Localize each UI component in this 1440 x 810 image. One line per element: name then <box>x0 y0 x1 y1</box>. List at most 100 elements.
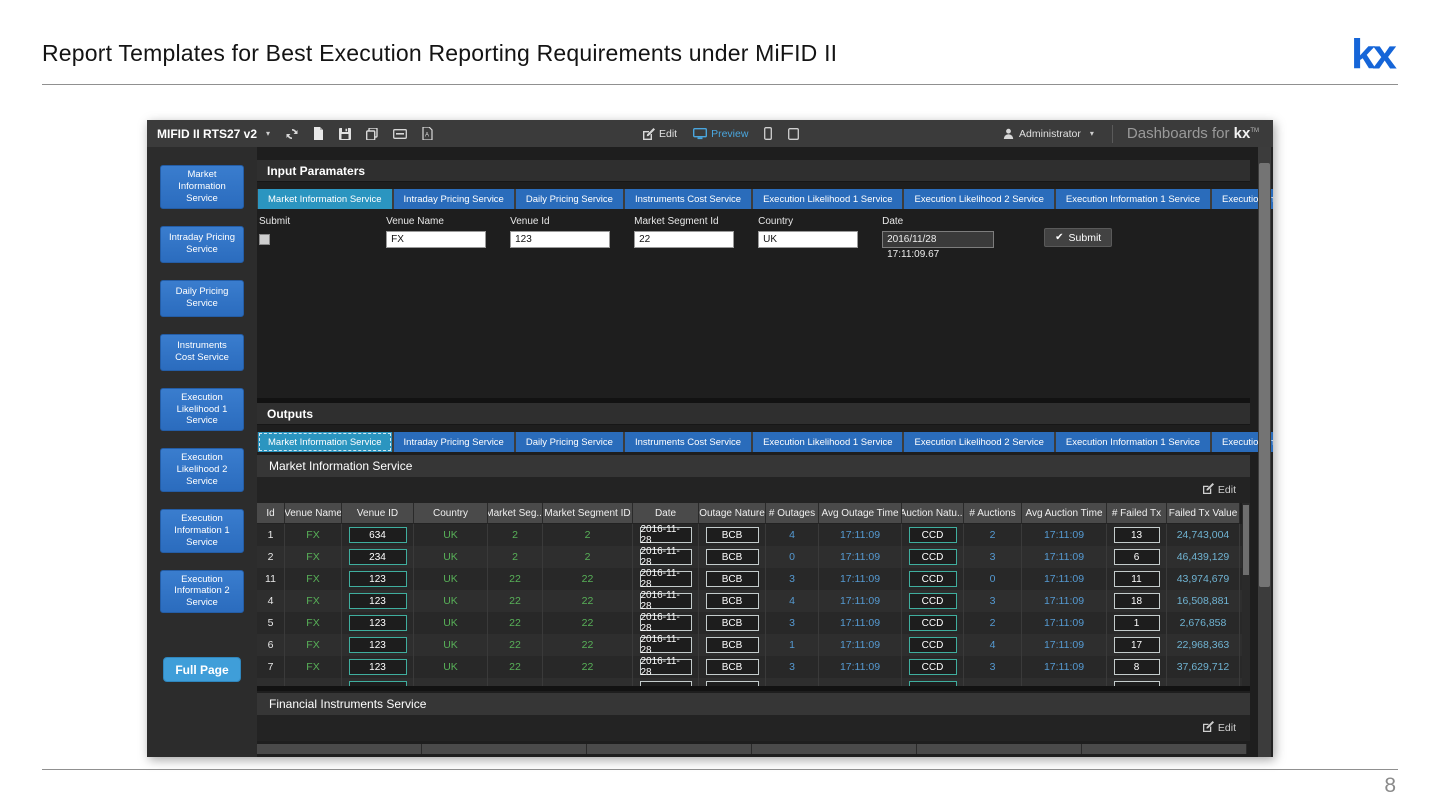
column-header--outages[interactable]: # Outages <box>766 503 819 524</box>
tab-market-information-service[interactable]: Market Information Service <box>258 432 392 452</box>
table-cell[interactable]: BCB <box>699 590 766 612</box>
cell-input[interactable]: 2016-11-28 <box>640 659 692 675</box>
sidebar-item-instruments-cost-service[interactable]: Instruments Cost Service <box>160 334 244 371</box>
sidebar-item-execution-likelihood-1-service[interactable]: Execution Likelihood 1 Service <box>160 388 244 432</box>
edit-mode-button[interactable]: Edit <box>643 128 677 140</box>
table-cell[interactable]: BCB <box>699 546 766 568</box>
table-cell[interactable]: 2016-11-28 <box>633 568 699 590</box>
table-cell[interactable] <box>699 678 766 686</box>
edit-financial-link[interactable]: Edit <box>1203 721 1236 735</box>
cell-input[interactable]: 1 <box>1114 615 1160 631</box>
table-cell[interactable]: BCB <box>699 612 766 634</box>
refresh-icon[interactable] <box>286 128 298 140</box>
tab-intraday-pricing-service[interactable]: Intraday Pricing Service <box>394 432 514 452</box>
cell-input[interactable]: 2016-11-28 <box>640 637 692 653</box>
table-cell[interactable]: BCB <box>699 524 766 546</box>
table-cell[interactable]: 11 <box>1107 568 1167 590</box>
full-page-button[interactable]: Full Page <box>163 657 241 682</box>
column-header-avg-auction-time[interactable]: Avg Auction Time <box>1022 503 1107 524</box>
venue-name-field[interactable] <box>386 231 486 248</box>
column-header-avg-outage-time[interactable]: Avg Outage Time <box>819 503 902 524</box>
column-header-venue-id[interactable]: Venue ID <box>342 503 414 524</box>
table-cell[interactable]: CCD <box>902 568 964 590</box>
cell-input[interactable]: 2016-11-28 <box>640 571 692 587</box>
tab-execution-likelihood-1-service[interactable]: Execution Likelihood 1 Service <box>753 189 902 209</box>
tab-execution-likelihood-1-service[interactable]: Execution Likelihood 1 Service <box>753 432 902 452</box>
sidebar-item-execution-likelihood-2-service[interactable]: Execution Likelihood 2 Service <box>160 448 244 492</box>
column-header-market-seg-[interactable]: Market Seg... <box>488 503 543 524</box>
cell-input[interactable]: 123 <box>349 593 407 609</box>
table-cell[interactable]: 18 <box>1107 590 1167 612</box>
edit-table-link[interactable]: Edit <box>1203 483 1236 497</box>
table-cell[interactable]: 123 <box>342 656 414 678</box>
table-cell[interactable]: CCD <box>902 634 964 656</box>
cell-input[interactable]: 8 <box>1114 659 1160 675</box>
sidebar-item-execution-information-2-service[interactable]: Execution Information 2 Service <box>160 570 244 614</box>
table-cell[interactable]: 123 <box>342 612 414 634</box>
user-menu[interactable]: Administrator ▾ <box>1003 128 1098 140</box>
sidebar-item-daily-pricing-service[interactable]: Daily Pricing Service <box>160 280 244 317</box>
table-cell[interactable]: CCD <box>902 546 964 568</box>
cell-input[interactable]: CCD <box>909 593 957 609</box>
tab-instruments-cost-service[interactable]: Instruments Cost Service <box>625 432 751 452</box>
dashboard-scrollbar-thumb[interactable] <box>1259 163 1270 587</box>
table-cell[interactable]: CCD <box>902 524 964 546</box>
tab-execution-likelihood-2-service[interactable]: Execution Likelihood 2 Service <box>904 432 1053 452</box>
venue-id-field[interactable] <box>510 231 610 248</box>
preview-mode-button[interactable]: Preview <box>693 128 748 140</box>
table-cell[interactable] <box>902 678 964 686</box>
cell-input[interactable]: 123 <box>349 659 407 675</box>
sidebar-item-intraday-pricing-service[interactable]: Intraday Pricing Service <box>160 226 244 263</box>
cell-input[interactable]: 123 <box>349 637 407 653</box>
table-cell[interactable]: 1 <box>1107 612 1167 634</box>
column-header-failed-tx-value[interactable]: Failed Tx Value <box>1167 503 1240 524</box>
cell-input[interactable]: CCD <box>909 527 957 543</box>
cell-input[interactable]: CCD <box>909 659 957 675</box>
cell-input[interactable]: 11 <box>1114 571 1160 587</box>
table-cell[interactable]: 123 <box>342 568 414 590</box>
cell-input[interactable]: BCB <box>706 659 759 675</box>
table-cell[interactable]: 234 <box>342 546 414 568</box>
tab-daily-pricing-service[interactable]: Daily Pricing Service <box>516 189 623 209</box>
column-header--auctions[interactable]: # Auctions <box>964 503 1022 524</box>
table-cell[interactable]: BCB <box>699 656 766 678</box>
cell-input[interactable]: BCB <box>706 637 759 653</box>
cell-input[interactable]: BCB <box>706 571 759 587</box>
cell-input[interactable]: BCB <box>706 549 759 565</box>
cell-input[interactable]: CCD <box>909 549 957 565</box>
column-header-country[interactable]: Country <box>414 503 488 524</box>
column-header-id[interactable]: Id <box>257 503 285 524</box>
tab-execution-information-1-service[interactable]: Execution Information 1 Service <box>1056 189 1210 209</box>
table-cell[interactable]: 2016-11-28 <box>633 612 699 634</box>
table-cell[interactable] <box>342 678 414 686</box>
column-header-outage-nature[interactable]: Outage Nature <box>699 503 766 524</box>
table-cell[interactable]: 2016-11-28 <box>633 590 699 612</box>
export-pdf-icon[interactable]: A <box>422 127 433 140</box>
tab-market-information-service[interactable]: Market Information Service <box>258 189 392 209</box>
tab-execution-likelihood-2-service[interactable]: Execution Likelihood 2 Service <box>904 189 1053 209</box>
column-header-auction-natu-[interactable]: Auction Natu... <box>902 503 964 524</box>
table-cell[interactable]: 6 <box>1107 546 1167 568</box>
cell-input[interactable]: CCD <box>909 615 957 631</box>
submit-checkbox[interactable] <box>259 234 270 245</box>
cell-input[interactable]: 123 <box>349 571 407 587</box>
table-cell[interactable]: CCD <box>902 612 964 634</box>
table-cell[interactable]: 634 <box>342 524 414 546</box>
cell-input[interactable]: 123 <box>349 615 407 631</box>
cell-input[interactable]: 17 <box>1114 637 1160 653</box>
date-field[interactable]: 2016/11/28 17:11:09.67 <box>882 231 994 248</box>
cell-input[interactable]: 6 <box>1114 549 1160 565</box>
table-cell[interactable]: CCD <box>902 590 964 612</box>
cell-input[interactable]: CCD <box>909 637 957 653</box>
table-cell[interactable] <box>633 678 699 686</box>
table-cell[interactable]: 123 <box>342 634 414 656</box>
table-scrollbar[interactable] <box>1242 503 1250 686</box>
copy-icon[interactable] <box>366 128 378 140</box>
submit-button[interactable]: ✔ Submit <box>1044 228 1112 247</box>
table-cell[interactable]: 123 <box>342 590 414 612</box>
table-cell[interactable]: 2016-11-28 <box>633 546 699 568</box>
table-cell[interactable] <box>1107 678 1167 686</box>
cell-input[interactable]: CCD <box>909 571 957 587</box>
table-cell[interactable]: 2016-11-28 <box>633 656 699 678</box>
cell-input[interactable]: 234 <box>349 549 407 565</box>
